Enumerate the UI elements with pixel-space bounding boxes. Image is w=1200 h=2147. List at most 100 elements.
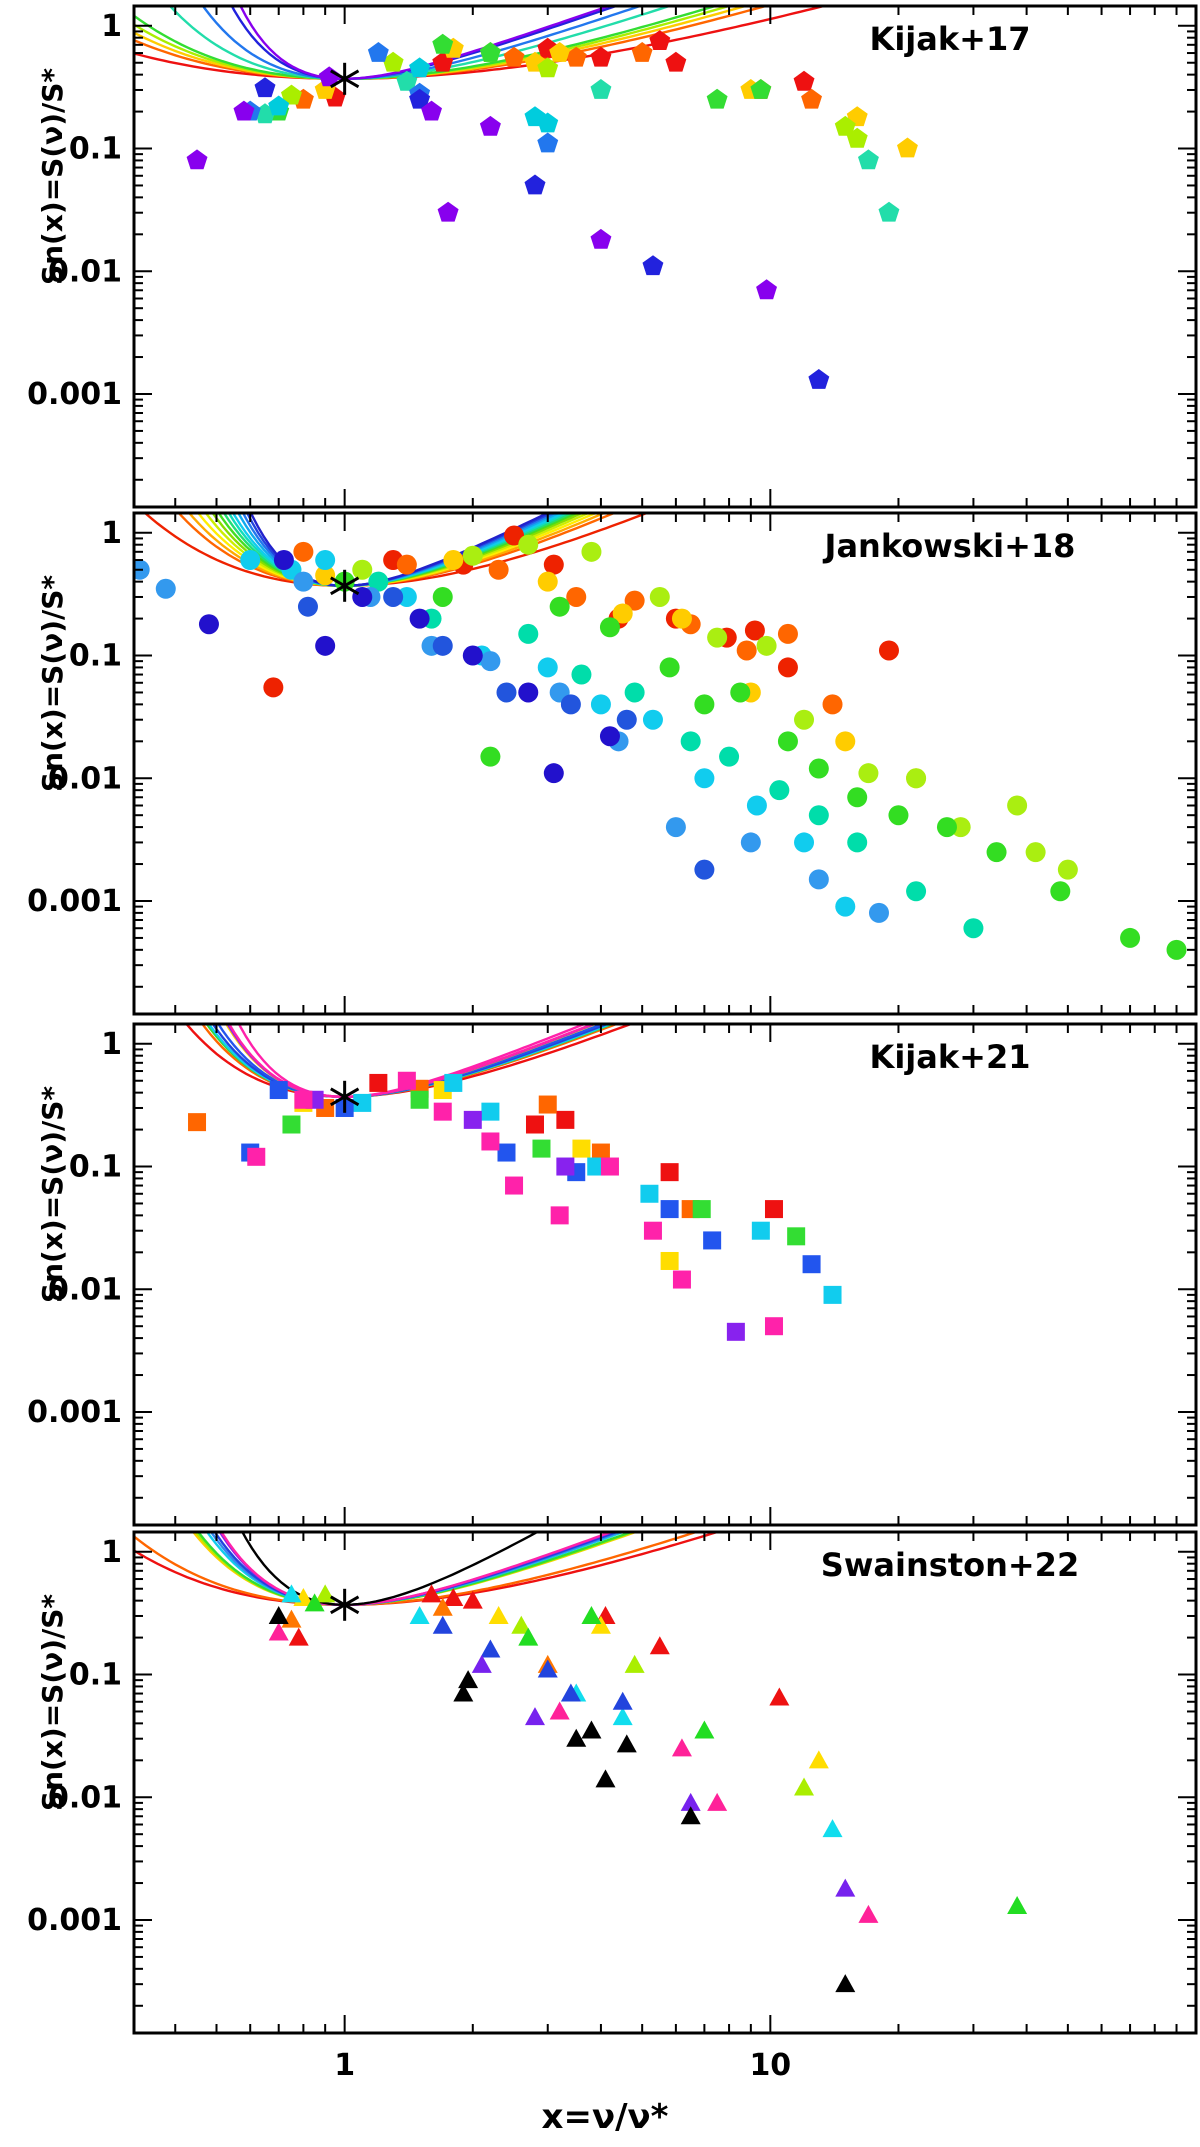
data-point-green [518,1627,539,1646]
data-point-magenta [672,1270,691,1289]
data-point-blue [660,1200,679,1219]
reference-star-marker [330,62,360,95]
data-point-cyan [396,586,417,607]
data-point-magenta [268,1622,289,1641]
data-point-orange [188,1113,207,1132]
data-point-s7 [268,95,290,116]
data-point-black [680,1806,701,1825]
data-point-s4 [537,57,559,78]
data-point-green [1007,1896,1028,1915]
data-point-cyan [640,1184,659,1203]
data-point-yellow [835,731,856,752]
data-point-yellowgreen [649,586,670,607]
reference-star-marker [330,1588,360,1621]
data-point-cyan [823,1285,842,1304]
data-point-s7 [409,57,431,78]
axes-frame [132,511,1198,1016]
data-point-s10 [590,228,612,249]
data-point-blue [480,1639,501,1658]
plot-area [134,1532,1028,1993]
data-point-green [986,842,1007,863]
data-point-blue [560,1683,581,1702]
data-point-lightblue [808,869,829,890]
data-point-red [660,1163,679,1182]
data-point-indigo [518,682,539,703]
panel-title: Kijak+21 [870,1038,1031,1076]
data-point-teal [518,623,539,644]
data-point-cyan [590,694,611,715]
data-point-s2 [565,46,587,67]
data-point-indigo [198,614,219,635]
data-point-magenta [294,1090,313,1109]
data-point-magenta [397,1071,416,1090]
y-tick-label: 0.1 [69,1658,122,1693]
data-point-purple [556,1157,575,1176]
data-point-indigo [352,586,373,607]
data-point-black [581,1720,602,1739]
panel-title: Swainston+22 [821,1546,1079,1584]
data-point-s6 [858,149,879,170]
y-tick-label: 0.001 [27,1395,122,1430]
panel-2: 1 0.1 0.01 0.001 Jankowski+18 Sn(x)=S(ν)/S* [27,511,1198,1016]
data-point-s5 [706,88,728,109]
data-point-green [888,805,909,826]
data-point-s1 [590,46,612,67]
data-point-green [432,586,453,607]
data-point-green [1120,927,1141,948]
data-point-lightblue [155,578,176,599]
y-tick-label: 0.01 [48,1272,122,1307]
data-point-green [694,1720,715,1739]
data-point-red [878,640,899,661]
data-point-s4 [281,84,302,105]
data-point-red [421,1584,442,1603]
data-point-cyan [409,1605,430,1624]
y-tick-label: 1 [101,516,122,551]
data-point-purple [680,1792,701,1811]
panel-4: 1 0.1 0.01 0.001 Swainston+22 Sn(x)=S(ν)/S* [27,1530,1198,2035]
data-point-cyan [481,1102,500,1121]
data-point-teal [847,832,868,853]
data-point-s10 [437,201,459,222]
data-point-s8 [367,42,389,62]
data-point-black [268,1605,289,1624]
data-point-blue [432,635,453,656]
data-point-magenta [600,1157,619,1176]
data-point-teal [719,746,740,767]
data-point-green [777,731,798,752]
data-point-green [581,1605,602,1624]
data-point-orange [432,1597,453,1616]
data-point-magenta [707,1792,728,1811]
data-point-magenta [764,1317,783,1336]
data-point-purple [726,1322,745,1341]
data-point-lightblue [293,571,314,592]
data-point-yellowgreen [518,534,539,555]
data-point-s6 [878,201,900,222]
data-point-green [282,1115,301,1134]
data-point-yellow [671,608,692,629]
data-point-cyan [751,1221,770,1240]
data-point-s9 [524,174,546,195]
data-point-lightblue [868,902,889,923]
y-axis-label: Sn(x)=S(ν)/S* [36,1086,69,1303]
data-point-black [616,1734,637,1753]
data-point-green [549,596,570,617]
panel-title: Jankowski+18 [823,527,1076,565]
data-point-magenta [858,1904,879,1923]
data-point-red [556,1110,575,1129]
data-point-s3 [897,137,918,158]
data-point-green [410,1090,429,1109]
data-point-teal [906,881,927,902]
data-point-magenta [433,1102,452,1121]
axes-frame [132,4,1198,509]
fit-curve-7 [224,1024,599,1099]
data-point-teal [963,918,984,939]
data-point-cyan [822,1819,843,1838]
data-point-red [443,1588,464,1607]
data-point-cyan [587,1157,606,1176]
data-point-s6 [396,70,418,91]
data-point-indigo [409,608,430,629]
data-point-yellow [572,1139,591,1158]
data-point-blue [616,709,637,730]
data-point-teal [808,805,829,826]
